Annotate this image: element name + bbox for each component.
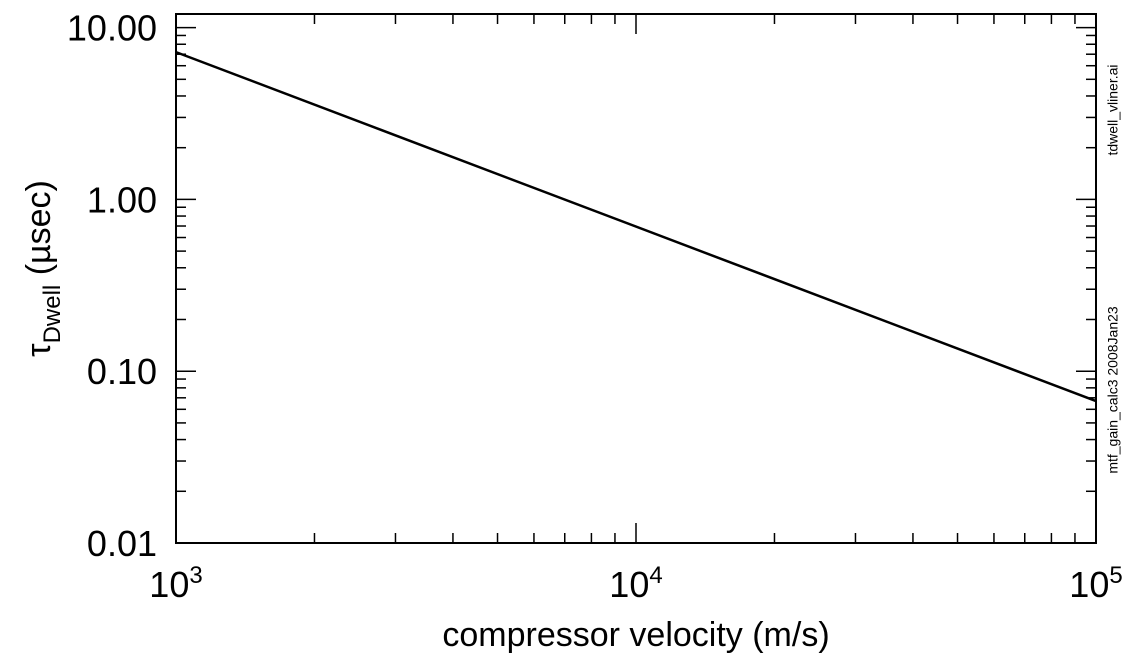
y-tick-label: 1.00 bbox=[87, 179, 157, 220]
x-axis-tick-labels: 103 104 105 bbox=[149, 562, 1122, 605]
y-tick-label: 0.01 bbox=[87, 523, 157, 564]
x-axis-title: compressor velocity (m/s) bbox=[442, 616, 829, 654]
y-axis-ticks bbox=[176, 26, 1096, 544]
y-axis-title-symbol: τ bbox=[20, 343, 58, 357]
y-axis-title-subscript: Dwell bbox=[39, 285, 66, 344]
y-tick-label: 0.10 bbox=[87, 351, 157, 392]
plot-frame bbox=[175, 13, 1097, 544]
x-axis-ticks bbox=[175, 14, 1097, 543]
x-tick-label: 105 bbox=[1069, 562, 1122, 605]
x-tick-label: 103 bbox=[149, 562, 202, 605]
y-tick-label: 10.00 bbox=[67, 8, 157, 49]
source-date-note: mtf_gain_calc3 2008Jan23 bbox=[1104, 306, 1121, 474]
y-axis-title: τDwell (µsec) bbox=[20, 180, 66, 357]
x-tick-label: 104 bbox=[609, 562, 662, 605]
series-line bbox=[175, 50, 1097, 403]
y-axis-tick-labels: 0.01 0.10 1.00 10.00 bbox=[67, 8, 157, 564]
filename-note: tdwell_vliner.ai bbox=[1104, 64, 1121, 156]
y-axis-title-unit: (µsec) bbox=[20, 180, 58, 285]
series-group bbox=[175, 50, 1097, 403]
